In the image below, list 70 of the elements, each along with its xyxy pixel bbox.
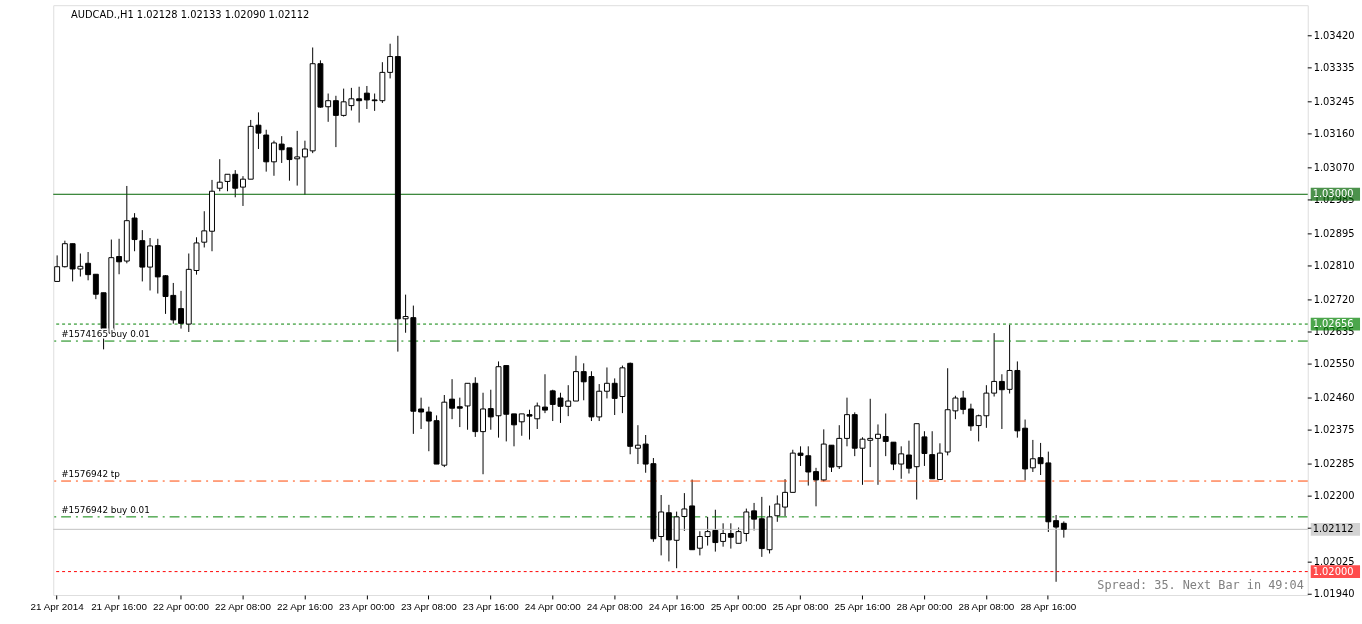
candlestick bbox=[634, 424, 641, 465]
y-tick-label: 1.02550 bbox=[1313, 358, 1355, 370]
x-tick-label: 22 Apr 08:00 bbox=[215, 601, 272, 613]
x-tick-label: 24 Apr 16:00 bbox=[648, 601, 706, 613]
y-tick-label: 1.03335 bbox=[1313, 61, 1355, 73]
candlestick bbox=[54, 254, 61, 282]
x-tick-label: 24 Apr 08:00 bbox=[586, 601, 644, 613]
annotation: Spread: 35. Next Bar in 49:04 bbox=[1097, 578, 1304, 593]
candlestick bbox=[844, 397, 850, 447]
candlestick bbox=[363, 85, 370, 110]
y-tick-label: 1.03070 bbox=[1313, 161, 1355, 173]
candlestick bbox=[85, 251, 92, 281]
x-tick-label: 25 Apr 16:00 bbox=[834, 601, 891, 613]
y-tick-label: 1.02810 bbox=[1313, 259, 1355, 271]
candlestick bbox=[216, 158, 223, 192]
x-tick-label: 28 Apr 16:00 bbox=[1020, 601, 1077, 613]
candlestick bbox=[61, 240, 68, 268]
candlestick bbox=[178, 290, 184, 330]
y-tick-label: 1.03245 bbox=[1313, 95, 1355, 107]
candlestick bbox=[449, 378, 456, 420]
candlestick bbox=[511, 413, 517, 447]
y-tick-label: 1.02720 bbox=[1313, 293, 1355, 305]
x-tick-label: 23 Apr 00:00 bbox=[338, 601, 396, 613]
candlestick bbox=[813, 467, 819, 507]
chart-title: AUDCAD.,H1 1.02128 1.02133 1.02090 1.02112 bbox=[71, 9, 310, 21]
candlestick bbox=[875, 423, 881, 486]
candlestick bbox=[418, 397, 425, 430]
x-tick-label: 22 Apr 00:00 bbox=[153, 601, 210, 613]
candlestick bbox=[387, 43, 394, 79]
y-tick-label: 1.02895 bbox=[1313, 227, 1355, 239]
y-tick-label: 1.03160 bbox=[1313, 127, 1355, 139]
y-tick-label: 1.02375 bbox=[1313, 424, 1355, 436]
candlestick bbox=[147, 237, 154, 291]
candlestick bbox=[301, 140, 308, 196]
candlestick bbox=[998, 373, 1005, 430]
candlestick bbox=[967, 403, 974, 432]
x-tick-label: 25 Apr 00:00 bbox=[710, 601, 768, 613]
x-tick-label: 28 Apr 00:00 bbox=[896, 601, 953, 613]
x-tick-label: 23 Apr 16:00 bbox=[462, 601, 520, 613]
y-tick-label: 1.02285 bbox=[1313, 458, 1355, 470]
x-tick-label: 21 Apr 16:00 bbox=[91, 601, 148, 613]
y-tick-label: 1.02025 bbox=[1313, 556, 1355, 568]
ref-line-label: 1.02112 bbox=[1312, 523, 1354, 535]
candlestick bbox=[1053, 514, 1060, 583]
y-tick-label: 1.01940 bbox=[1313, 588, 1355, 600]
candlestick bbox=[905, 440, 912, 474]
x-tick-label: 23 Apr 08:00 bbox=[400, 601, 458, 613]
candlestick bbox=[240, 175, 246, 207]
candlestick bbox=[774, 494, 781, 523]
x-tick-label: 22 Apr 16:00 bbox=[276, 601, 334, 613]
candlestick bbox=[332, 95, 339, 148]
ref-line-label: 1.02000 bbox=[1312, 565, 1354, 577]
candlestick bbox=[882, 413, 889, 457]
candlestick bbox=[720, 522, 727, 548]
x-tick-label: 24 Apr 00:00 bbox=[524, 601, 582, 613]
y-tick-label: 1.02200 bbox=[1313, 490, 1355, 502]
y-tick-label: 1.03420 bbox=[1313, 29, 1355, 41]
y-tick-label: 1.02460 bbox=[1313, 391, 1355, 403]
candlestick bbox=[480, 392, 486, 475]
x-tick-label: 25 Apr 08:00 bbox=[772, 601, 830, 613]
x-tick-label: 21 Apr 2014 bbox=[30, 601, 85, 613]
ref-line-label: #1576942 tp bbox=[61, 469, 121, 480]
candlestick bbox=[270, 140, 277, 177]
candlestick bbox=[542, 373, 548, 414]
candlestick bbox=[782, 478, 789, 517]
ref-line-label: #1576942 buy 0.01 bbox=[61, 504, 150, 515]
x-tick-label: 28 Apr 08:00 bbox=[958, 601, 1015, 613]
candlestick bbox=[116, 238, 123, 275]
candlestick bbox=[751, 502, 758, 531]
candlestick bbox=[603, 366, 610, 399]
